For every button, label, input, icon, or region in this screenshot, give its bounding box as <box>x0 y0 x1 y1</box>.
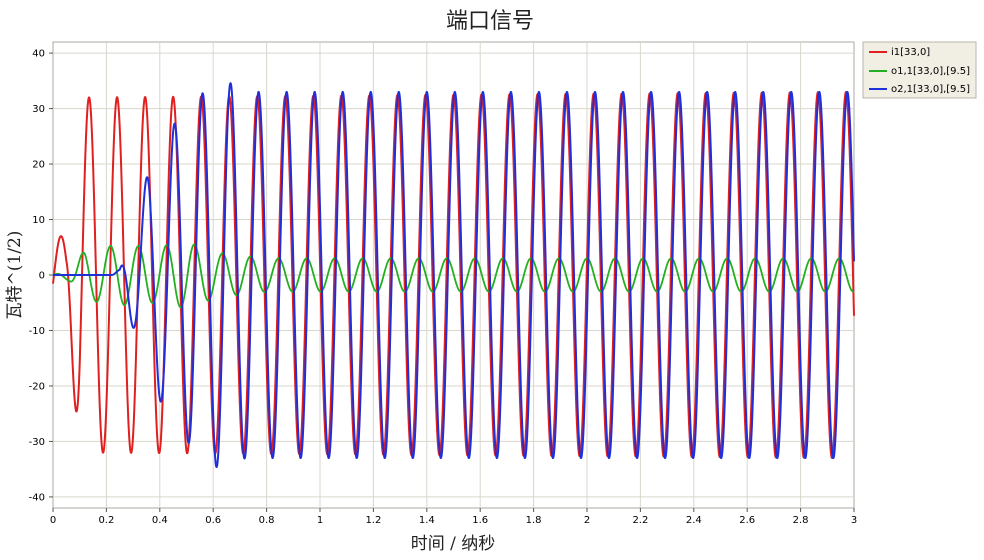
x-tick-label: 2.2 <box>632 515 648 526</box>
series-line-2 <box>52 243 855 309</box>
chart-title: 端口信号 <box>446 9 534 34</box>
series-layer <box>52 82 855 469</box>
x-tick-label: 0.4 <box>152 515 168 526</box>
series-line-3 <box>52 82 855 469</box>
x-axis-label: 时间 / 纳秒 <box>411 534 496 554</box>
x-tick-label: 0.2 <box>98 515 114 526</box>
x-tick-label: 2 <box>584 515 590 526</box>
legend-label-o2: o2,1[33,0],[9.5] <box>891 84 970 95</box>
legend-item-i1[interactable]: i1[33,0] <box>869 47 930 58</box>
legend[interactable]: i1[33,0] o1,1[33,0],[9.5] o2,1[33,0],[9.… <box>862 41 977 99</box>
legend-item-o2[interactable]: o2,1[33,0],[9.5] <box>869 84 970 95</box>
y-tick-label: -20 <box>29 381 45 392</box>
x-tick-label: 0.6 <box>205 515 221 526</box>
x-tick-label: 2.4 <box>686 515 702 526</box>
y-tick-label: -40 <box>29 492 45 503</box>
y-tick-label: 0 <box>39 271 45 282</box>
y-tick-label: 10 <box>32 215 45 226</box>
x-tick-label: 1 <box>317 515 323 526</box>
x-tick-label: 2.6 <box>739 515 755 526</box>
y-tick-label: 20 <box>32 160 45 171</box>
x-tick-label: 1.6 <box>472 515 488 526</box>
legend-label-i1: i1[33,0] <box>891 47 930 58</box>
x-tick-label: 1.8 <box>526 515 542 526</box>
ticks: 0 0.2 0.4 0.6 0.8 1 1.2 1.4 1.6 1.8 2 2.2 2.4 2.6 2.8 3… <box>29 49 858 526</box>
x-tick-label: 1.2 <box>365 515 381 526</box>
y-tick-label: 30 <box>32 104 45 115</box>
legend-item-o1[interactable]: o1,1[33,0],[9.5] <box>869 66 970 77</box>
x-tick-label: 3 <box>851 515 857 526</box>
x-tick-label: 1.4 <box>419 515 435 526</box>
legend-label-o1: o1,1[33,0],[9.5] <box>891 66 970 77</box>
y-axis-label: 瓦特^(1/2) <box>5 231 25 320</box>
x-tick-label: 2.8 <box>793 515 809 526</box>
x-tick-label: 0.8 <box>259 515 275 526</box>
y-tick-label: -10 <box>29 326 45 337</box>
x-tick-label: 0 <box>50 515 56 526</box>
y-tick-label: 40 <box>32 49 45 60</box>
y-tick-label: -30 <box>29 437 45 448</box>
